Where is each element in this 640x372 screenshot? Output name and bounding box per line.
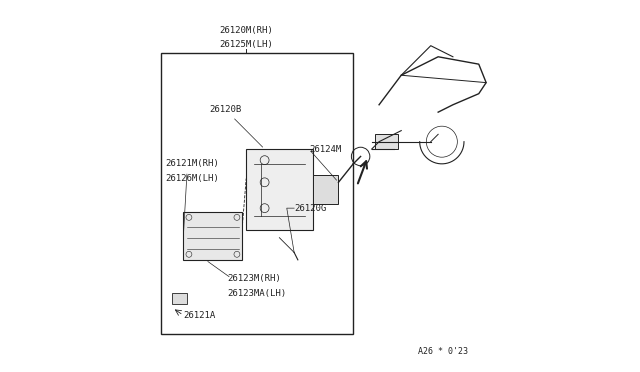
Text: 26123M(RH): 26123M(RH) [228,274,282,283]
Bar [312,175,339,205]
Text: 26126M(LH): 26126M(LH) [165,174,219,183]
Bar [184,212,243,260]
Bar [161,53,353,334]
Text: 26121M(RH): 26121M(RH) [165,159,219,169]
Text: 26125M(LH): 26125M(LH) [220,41,273,49]
Text: 26121A: 26121A [184,311,216,320]
Bar [172,293,187,304]
Text: A26 * 0'23: A26 * 0'23 [418,347,468,356]
Text: 26120B: 26120B [209,105,262,147]
Text: 26124M: 26124M [309,145,341,154]
Bar [246,149,312,230]
Text: 26123MA(LH): 26123MA(LH) [228,289,287,298]
Text: 26120G: 26120G [294,203,326,213]
Text: 26120M(RH): 26120M(RH) [220,26,273,35]
Bar [376,134,397,149]
